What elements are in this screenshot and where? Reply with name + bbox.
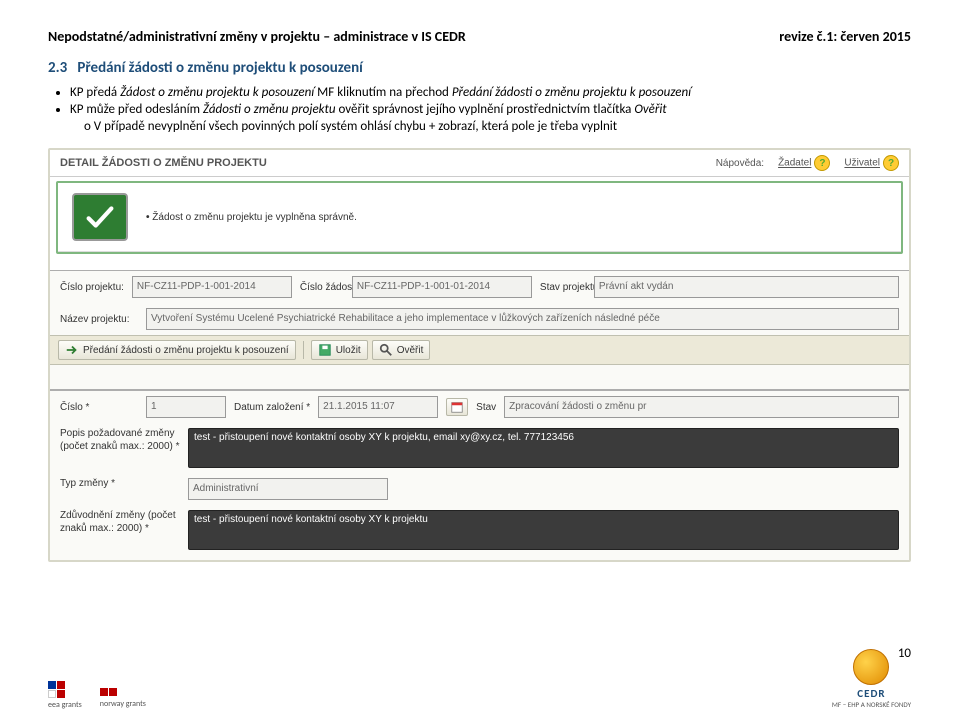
help-icon: ? <box>883 155 899 171</box>
help-role-applicant[interactable]: Žadatel? <box>778 155 830 171</box>
page-header: Nepodstatné/administrativní změny v proj… <box>48 28 911 45</box>
section-title: Předání žádosti o změnu projektu k posou… <box>77 59 362 77</box>
field-nazev-projektu: Vytvoření Systému Ucelené Psychiatrické … <box>146 308 899 330</box>
eea-grants-logo: eea grants <box>48 681 82 709</box>
field-stav-projektu: Právní akt vydán <box>594 276 899 298</box>
project-name-row: Název projektu: Vytvoření Systému Ucelen… <box>50 303 909 335</box>
btn-predani[interactable]: Předání žádosti o změnu projektu k posou… <box>58 340 296 360</box>
help-icon: ? <box>814 155 830 171</box>
field-typ[interactable]: Administrativní <box>188 478 388 500</box>
section-number: 2.3 <box>48 59 67 77</box>
field-popis[interactable]: test - přistoupení nové kontaktní osoby … <box>188 428 899 468</box>
page-footer: eea grants norway grants CEDR MF – EHP A… <box>48 649 911 709</box>
label-cislo-projektu: Číslo projektu: <box>60 282 124 293</box>
bullet-2-sub: V případě nevyplnění všech povinných pol… <box>84 119 911 134</box>
bullet-1: KP předá Žádost o změnu projektu k posou… <box>70 85 911 100</box>
help-role-user[interactable]: Uživatel? <box>844 155 899 171</box>
label-cislo: Číslo * <box>60 402 138 413</box>
success-message: Žádost o změnu projektu je vyplněna sprá… <box>146 212 357 223</box>
field-cislo-projektu: NF-CZ11-PDP-1-001-2014 <box>132 276 292 298</box>
label-typ: Typ změny * <box>60 478 180 491</box>
norway-grants-logo: norway grants <box>100 688 146 709</box>
btn-ulozit[interactable]: Uložit <box>311 340 368 360</box>
field-cislo: 1 <box>146 396 226 418</box>
screenshot-titlebar: DETAIL ŽÁDOSTI O ZMĚNU PROJEKTU Nápověda… <box>50 150 909 177</box>
header-right: revize č.1: červen 2015 <box>779 28 911 45</box>
bullet-list: KP předá Žádost o změnu projektu k posou… <box>70 85 911 134</box>
label-zduv: Zdůvodnění změny (počet znaků max.: 2000… <box>60 510 180 535</box>
label-stav-projektu: Stav projektu: <box>540 282 586 293</box>
btn-overit[interactable]: Ověřit <box>372 340 431 360</box>
detail-row-1: Číslo * 1 Datum založení * 21.1.2015 11:… <box>50 390 909 423</box>
label-cislo-zadosti: Číslo žádosti: <box>300 282 344 293</box>
header-left: Nepodstatné/administrativní změny v proj… <box>48 28 466 45</box>
success-check-icon <box>72 193 128 241</box>
success-banner: Žádost o změnu projektu je vyplněna sprá… <box>58 183 901 252</box>
calendar-icon <box>450 400 464 414</box>
cedr-logo: CEDR MF – EHP A NORSKÉ FONDY <box>832 649 911 709</box>
section-heading: 2.3 Předání žádosti o změnu projektu k p… <box>48 59 911 77</box>
btn-calendar[interactable] <box>446 398 468 416</box>
field-stav: Zpracování žádosti o změnu pr <box>504 396 899 418</box>
row-zduv: Zdůvodnění změny (počet znaků max.: 2000… <box>50 505 909 560</box>
screenshot-title: DETAIL ŽÁDOSTI O ZMĚNU PROJEKTU <box>60 157 267 169</box>
project-id-row: Číslo projektu: NF-CZ11-PDP-1-001-2014 Č… <box>50 270 909 303</box>
help-panel: Nápověda: Žadatel? Uživatel? <box>716 155 899 171</box>
row-typ: Typ změny * Administrativní <box>50 473 909 505</box>
action-toolbar: Předání žádosti o změnu projektu k posou… <box>50 335 909 365</box>
field-cislo-zadosti: NF-CZ11-PDP-1-001-01-2014 <box>352 276 532 298</box>
label-popis: Popis požadované změny (počet znaků max.… <box>60 428 180 453</box>
magnifier-icon <box>379 343 393 357</box>
row-popis: Popis požadované změny (počet znaků max.… <box>50 423 909 473</box>
field-zduv[interactable]: test - přistoupení nové kontaktní osoby … <box>188 510 899 550</box>
bullet-2: KP může před odesláním Žádosti o změnu p… <box>70 102 911 134</box>
label-stav: Stav <box>476 402 496 413</box>
document-page: Nepodstatné/administrativní změny v proj… <box>0 0 959 721</box>
field-datum: 21.1.2015 11:07 <box>318 396 438 418</box>
toolbar-separator <box>303 341 304 359</box>
app-screenshot: DETAIL ŽÁDOSTI O ZMĚNU PROJEKTU Nápověda… <box>48 148 911 562</box>
arrow-right-icon <box>65 343 79 357</box>
label-nazev-projektu: Název projektu: <box>60 314 138 325</box>
grants-logos: eea grants norway grants <box>48 681 146 709</box>
save-icon <box>318 343 332 357</box>
label-datum: Datum založení * <box>234 402 310 413</box>
help-label: Nápověda: <box>716 158 764 169</box>
